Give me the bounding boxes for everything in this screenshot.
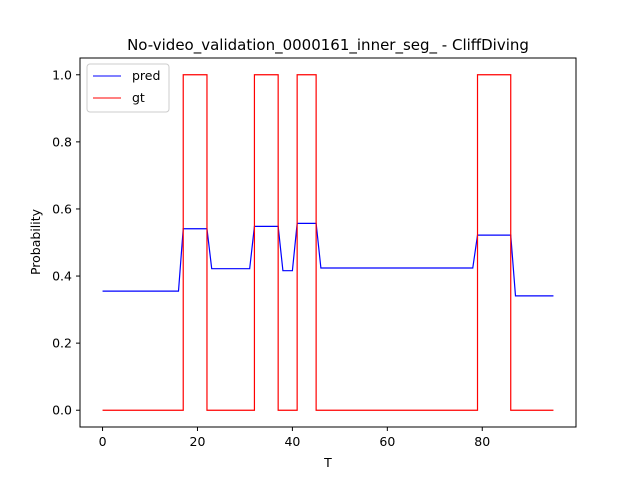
axes-frame	[79, 57, 577, 428]
x-tick-label: 40	[284, 434, 300, 449]
legend-pred-label: pred	[132, 68, 160, 83]
legend-gt-label: gt	[132, 90, 145, 105]
y-tick-label: 0.2	[52, 336, 72, 351]
y-tick-label: 0.6	[52, 201, 72, 216]
x-axis-label: T	[323, 455, 332, 470]
series-gt-line	[102, 74, 554, 411]
series-pred-line	[102, 222, 554, 297]
chart-title: No-video_validation_0000161_inner_seg_ -…	[127, 36, 529, 55]
x-tick-label: 60	[379, 434, 395, 449]
x-tick-label: 80	[474, 434, 490, 449]
y-tick-label: 1.0	[52, 67, 72, 82]
y-tick-label: 0.4	[52, 269, 72, 284]
x-tick-label: 0	[99, 434, 107, 449]
plot-area: 0 20 40 60 80 0.0 0.2 0.4 0.6 0.8 1.0	[52, 57, 577, 449]
y-tick-label: 0.8	[52, 134, 72, 149]
x-tick-label: 20	[190, 434, 206, 449]
y-axis-label: Probability	[28, 208, 43, 275]
legend: pred gt	[86, 63, 170, 113]
y-tick-label: 0.0	[52, 403, 72, 418]
